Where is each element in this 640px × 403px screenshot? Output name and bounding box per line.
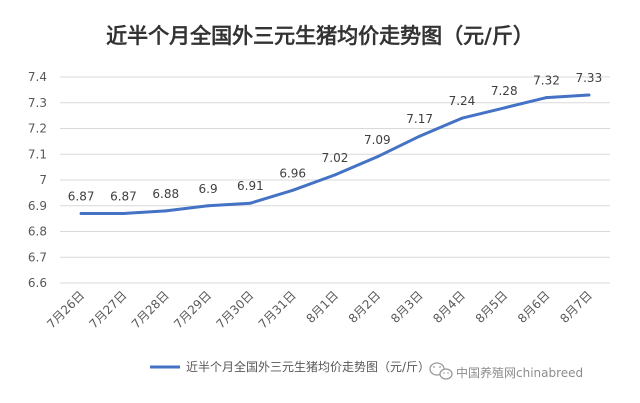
x-tick-label: 7月31日 (256, 288, 299, 331)
data-point (79, 211, 83, 215)
x-tick-label: 7月29日 (171, 288, 214, 331)
data-label: 7.02 (322, 151, 349, 165)
chart-title: 近半个月全国外三元生猪均价走势图（元/斤） (106, 24, 534, 48)
x-tick-label: 8月6日 (515, 288, 553, 326)
data-label: 7.24 (449, 94, 476, 108)
watermark-text: 中国养殖网chinabreed (456, 365, 583, 380)
data-point (545, 96, 549, 100)
data-point (502, 106, 506, 110)
data-point (418, 134, 422, 138)
y-tick-label: 6.6 (28, 276, 47, 290)
y-tick-label: 7.1 (28, 147, 47, 161)
y-tick-label: 7.4 (28, 70, 47, 84)
x-tick-label: 7月28日 (129, 288, 172, 331)
data-point (460, 116, 464, 120)
data-label: 7.32 (533, 74, 560, 88)
x-tick-label: 7月27日 (87, 288, 130, 331)
data-point (333, 173, 337, 177)
data-point (121, 211, 125, 215)
y-tick-label: 6.7 (28, 250, 47, 264)
data-point (291, 188, 295, 192)
x-tick-label: 7月30日 (213, 288, 256, 331)
data-point (164, 209, 168, 213)
data-label: 7.33 (575, 71, 602, 85)
y-tick-label: 7 (39, 173, 47, 187)
data-label: 6.87 (68, 189, 95, 203)
x-tick-label: 8月4日 (430, 288, 468, 326)
data-point (206, 204, 210, 208)
data-point (375, 155, 379, 159)
x-tick-label: 8月1日 (303, 288, 341, 326)
data-label: 6.88 (152, 187, 179, 201)
x-tick-label: 8月5日 (473, 288, 511, 326)
data-label: 6.91 (237, 179, 264, 193)
data-label: 6.96 (279, 166, 306, 180)
legend-label: 近半个月全国外三元生猪均价走势图（元/斤） (186, 359, 430, 374)
data-label: 7.09 (364, 133, 391, 147)
x-tick-label: 8月3日 (388, 288, 426, 326)
y-tick-label: 6.8 (28, 225, 47, 239)
y-tick-label: 7.2 (28, 122, 47, 136)
data-label: 7.28 (491, 84, 518, 98)
y-tick-label: 7.3 (28, 96, 47, 110)
wechat-icon (429, 362, 453, 380)
x-tick-label: 8月7日 (557, 288, 595, 326)
y-tick-label: 6.9 (28, 199, 47, 213)
data-label: 6.9 (199, 182, 218, 196)
x-tick-label: 7月26日 (44, 288, 87, 331)
data-label: 6.87 (110, 189, 137, 203)
x-tick-label: 8月2日 (346, 288, 384, 326)
data-label: 7.17 (406, 112, 433, 126)
data-point (248, 201, 252, 205)
data-point (587, 93, 591, 97)
